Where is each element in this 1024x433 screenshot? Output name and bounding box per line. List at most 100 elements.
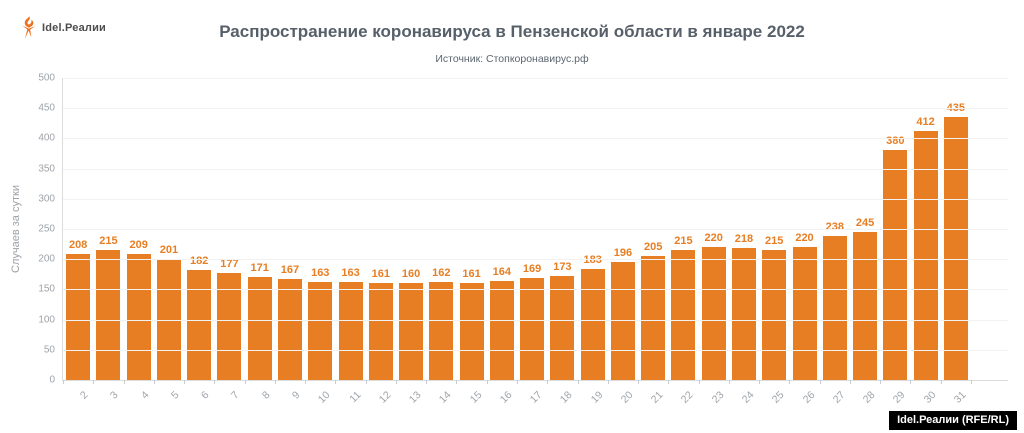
bar-value-label: 160 [401,268,421,281]
x-tick-label: 30 [921,389,939,406]
bar [610,261,635,380]
x-tick-label: 7 [229,389,242,402]
bar [883,150,908,380]
bar-column: 161 [366,78,396,380]
chart-title: Распространение коронавируса в Пензенско… [219,22,805,41]
bar [641,256,666,380]
bar-value-label: 177 [220,258,239,271]
bar-column: 218 [729,78,759,380]
credit-badge: Idel.Реалии (RFE/RL) [889,411,1017,430]
x-tick-label: 10 [316,389,333,406]
bar-value-label: 215 [765,235,784,248]
bar-value-label: 218 [734,233,754,246]
bar [126,253,151,380]
gridline [63,168,1008,170]
x-tick-mark [547,380,549,384]
y-tick-label: 300 [38,193,55,205]
bar-value-label: 163 [341,266,360,279]
x-tick-label: 4 [138,389,152,402]
x-tick-mark [123,380,125,384]
bar [671,250,696,380]
bar-column: 164 [487,78,517,380]
x-tick-mark [698,380,700,384]
gridline [63,78,1008,79]
x-tick-mark [305,380,307,384]
y-axis-title-wrap: Случаев за сутки [8,78,24,380]
x-tick-label: 5 [168,389,182,402]
x-tick-label: 27 [830,389,848,406]
bar-column: 161 [456,78,486,380]
x-tick-mark [244,380,246,384]
bar-column: 163 [305,78,335,380]
bar [520,277,545,380]
x-tick-label: 26 [800,389,818,406]
y-tick-label: 50 [43,344,55,356]
bar-value-label: 245 [855,217,875,230]
x-tick-label: 3 [108,389,121,402]
bar-column: 205 [638,78,668,380]
bar-column: 196 [608,78,638,380]
bar-column: 162 [426,78,456,380]
bar [550,275,575,380]
bar-value-label: 163 [311,266,330,279]
x-tick-mark [638,380,640,384]
bar [277,279,302,380]
x-tick-mark [93,380,95,384]
gridline [63,289,1008,291]
x-tick-mark [728,380,730,384]
bar-column: 201 [154,78,184,380]
x-tick-label: 31 [951,389,969,406]
bar [731,248,756,380]
x-tick-mark [395,380,397,384]
x-tick-label: 9 [289,389,303,402]
x-tick-mark [668,380,670,384]
x-tick-mark [910,380,912,384]
bar-value-label: 161 [371,267,390,280]
bar [187,270,212,380]
x-tick-label: 18 [558,389,575,406]
bar [943,117,968,380]
bar [489,280,514,380]
x-tick-mark [849,380,851,384]
bar-column: 220 [699,78,729,380]
y-tick-label: 150 [38,283,55,295]
y-tick-label: 0 [49,374,55,386]
x-tick-label: 11 [346,389,364,406]
bar-chart: 208 215 209 201 182 177 171 167 163 163 161 160 162 1… [63,78,971,380]
bar-column: 177 [214,78,244,380]
x-tick-label: 28 [860,389,878,406]
y-tick-label: 500 [38,72,55,84]
bar [66,254,91,380]
bar [853,232,878,380]
bar [156,258,181,380]
bar-column: 160 [396,78,426,380]
x-tick-mark [153,380,155,384]
x-tick-mark [486,380,488,384]
bar-value-label: 215 [99,235,118,248]
gridline [63,319,1008,321]
x-tick-mark [63,380,64,384]
bar-column: 208 [63,78,93,380]
bar-column: 220 [789,78,819,380]
x-tick-label: 29 [891,389,908,406]
logo-text: Idel.Реалии [42,21,107,34]
bar-value-label: 412 [916,116,935,129]
bar-column: 183 [578,78,608,380]
bar-value-label: 220 [795,232,814,245]
x-tick-label: 20 [618,389,636,406]
x-tick-mark [365,380,367,384]
x-tick-label: 24 [739,389,757,406]
y-tick-label: 350 [38,163,55,175]
bar [368,282,393,380]
bar [308,281,333,380]
y-tick-label: 400 [38,132,55,144]
x-tick-mark [335,380,337,384]
x-tick-label: 19 [588,389,606,406]
bar [338,281,363,380]
torch-icon [19,16,38,39]
bar-value-label: 169 [522,262,542,275]
x-tick-mark [819,380,821,384]
bar-value-label: 183 [583,254,602,267]
bar-value-label: 201 [159,243,179,256]
